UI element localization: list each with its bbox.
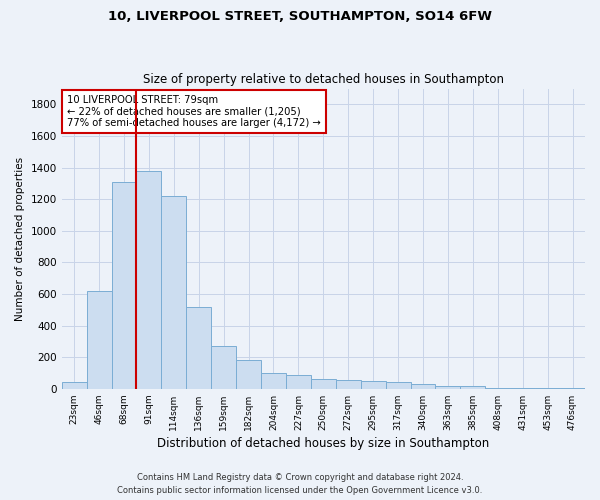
Bar xyxy=(460,386,485,389)
Y-axis label: Number of detached properties: Number of detached properties xyxy=(15,156,25,321)
Text: 10, LIVERPOOL STREET, SOUTHAMPTON, SO14 6FW: 10, LIVERPOOL STREET, SOUTHAMPTON, SO14 … xyxy=(108,10,492,23)
Bar xyxy=(286,374,311,389)
Bar xyxy=(535,388,560,389)
Bar xyxy=(361,381,386,389)
Bar xyxy=(211,346,236,389)
Bar xyxy=(436,386,460,389)
Bar xyxy=(161,196,186,389)
X-axis label: Distribution of detached houses by size in Southampton: Distribution of detached houses by size … xyxy=(157,437,490,450)
Bar xyxy=(86,291,112,389)
Bar xyxy=(261,373,286,389)
Bar xyxy=(236,360,261,389)
Bar xyxy=(136,170,161,389)
Bar xyxy=(410,384,436,389)
Title: Size of property relative to detached houses in Southampton: Size of property relative to detached ho… xyxy=(143,73,504,86)
Bar xyxy=(186,306,211,389)
Text: 10 LIVERPOOL STREET: 79sqm
← 22% of detached houses are smaller (1,205)
77% of s: 10 LIVERPOOL STREET: 79sqm ← 22% of deta… xyxy=(67,94,320,128)
Bar xyxy=(311,380,336,389)
Bar xyxy=(510,388,535,389)
Bar xyxy=(112,182,136,389)
Text: Contains HM Land Registry data © Crown copyright and database right 2024.
Contai: Contains HM Land Registry data © Crown c… xyxy=(118,474,482,495)
Bar xyxy=(386,382,410,389)
Bar xyxy=(560,388,585,389)
Bar xyxy=(336,380,361,389)
Bar xyxy=(62,382,86,389)
Bar xyxy=(485,388,510,389)
